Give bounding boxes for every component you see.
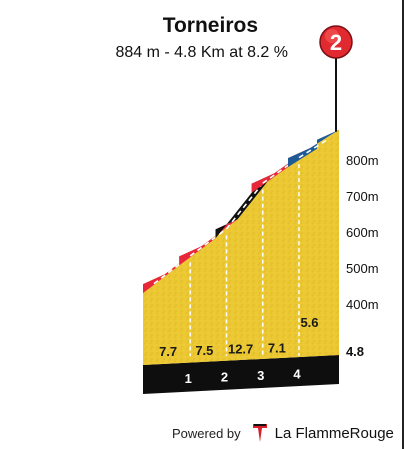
- profile-base: [143, 355, 339, 394]
- gradient-label: 12.7: [228, 342, 253, 357]
- gradient-label: 5.6: [300, 315, 318, 330]
- profile-fill: [143, 129, 339, 365]
- gradient-band-5: [288, 129, 339, 168]
- km-marker-label: 2: [221, 370, 228, 385]
- gradient-label: 7.5: [195, 343, 213, 358]
- y-axis-ticks: 400m 500m 600m 700m 800m: [346, 153, 379, 312]
- total-distance-label: 4.8: [346, 344, 364, 359]
- climb-marker: 2: [319, 25, 353, 132]
- y-tick-label: 400m: [346, 297, 379, 312]
- climb-title: Torneiros: [162, 14, 258, 37]
- powered-by-text: Powered by: [172, 425, 241, 441]
- gradient-label: 7.1: [268, 340, 286, 355]
- brand-name: La FlammeRouge: [274, 424, 394, 442]
- y-tick-label: 600m: [346, 225, 379, 240]
- flamme-rouge-logo-icon: [252, 424, 267, 442]
- km-dividers: [189, 164, 300, 356]
- gradient-label: 7.7: [159, 344, 177, 359]
- profile-area: [143, 129, 339, 365]
- km-marker-label: 3: [257, 368, 264, 383]
- marker-shine: [325, 29, 339, 43]
- gradient-labels: 7.7 7.5 12.7 7.1 5.6: [159, 315, 318, 359]
- y-tick-label: 700m: [346, 189, 379, 204]
- gradient-band-dash-2: [189, 228, 227, 257]
- y-tick-label: 800m: [346, 153, 379, 168]
- gradient-bands: [143, 129, 339, 294]
- km-marker-label: 1: [185, 371, 192, 386]
- y-tick-label: 500m: [346, 261, 379, 276]
- gradient-band-dash-5: [298, 138, 329, 159]
- km-marker-labels: 1 2 3 4 4.8: [185, 344, 364, 386]
- profile-base-band: [143, 355, 339, 394]
- marker-number: 2: [330, 30, 342, 55]
- right-edge-line: [402, 0, 404, 449]
- km-marker-label: 4: [293, 367, 301, 382]
- footer: Powered by La FlammeRouge: [172, 422, 394, 444]
- marker-circle: [319, 25, 353, 59]
- gradient-band-dash-3: [225, 182, 264, 230]
- climb-summary: 884 m - 4.8 Km at 8.2 %: [115, 44, 288, 61]
